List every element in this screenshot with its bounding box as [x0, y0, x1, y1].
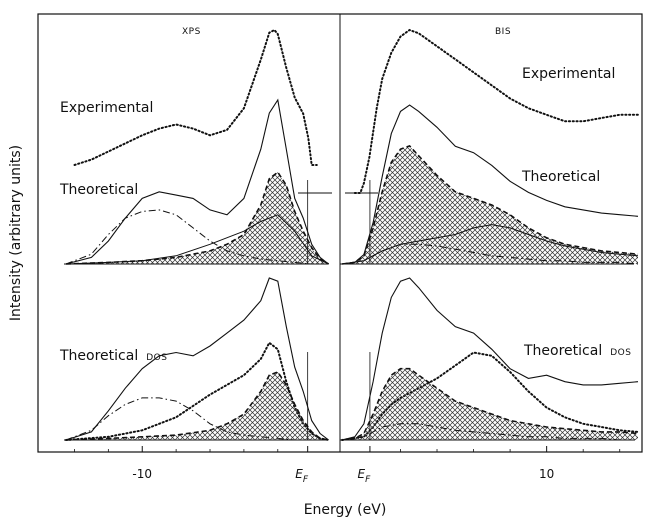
x-axis-label: Energy (eV): [304, 502, 387, 518]
bis-lower-series-8: [341, 423, 638, 441]
bis-lower-series-5: [341, 277, 639, 441]
bis-panel-title: BIS: [495, 27, 511, 37]
xps-upper-series-3-area: [66, 172, 329, 264]
xps-experimental-label: Experimental: [60, 100, 153, 116]
curves-layer: -10 EF 10 EF: [64, 28, 639, 485]
bis-upper-series-1: [341, 104, 639, 265]
bis-upper-series-2: [341, 144, 639, 265]
xps-lower-series-5: [65, 277, 329, 441]
xps-lower-series-6: [65, 341, 330, 441]
xps-x-tick-label-0: -10: [132, 467, 152, 481]
y-axis-label: Intensity (arbitrary units): [8, 145, 24, 321]
xps-upper-series-0: [73, 28, 318, 166]
xps-upper-series-1: [65, 98, 329, 265]
bis-upper-series-4: [341, 243, 639, 265]
bis-x-tick-label-0: 10: [539, 467, 554, 481]
xps-theoretical-label: Theoretical: [59, 182, 138, 198]
xps-lower-series-8-area: [66, 372, 329, 440]
xps-fermi-label: EF: [295, 467, 309, 485]
bis-theoretical-label: Theoretical: [521, 169, 600, 185]
bis-lower-series-7-area: [342, 368, 638, 440]
xps-lower-series-7: [65, 397, 329, 441]
bis-fermi-label: EF: [358, 467, 372, 485]
bis-theoretical-dos-label: Theoretical DOS: [523, 343, 631, 359]
xps-upper-series-4: [65, 214, 329, 265]
bis-upper-series-0: [353, 28, 639, 194]
xps-panel-title: XPS: [182, 27, 201, 37]
bis-experimental-label: Experimental: [522, 66, 615, 82]
bis-upper-series-3: [341, 224, 639, 265]
bis-lower-series-7: [341, 367, 639, 441]
